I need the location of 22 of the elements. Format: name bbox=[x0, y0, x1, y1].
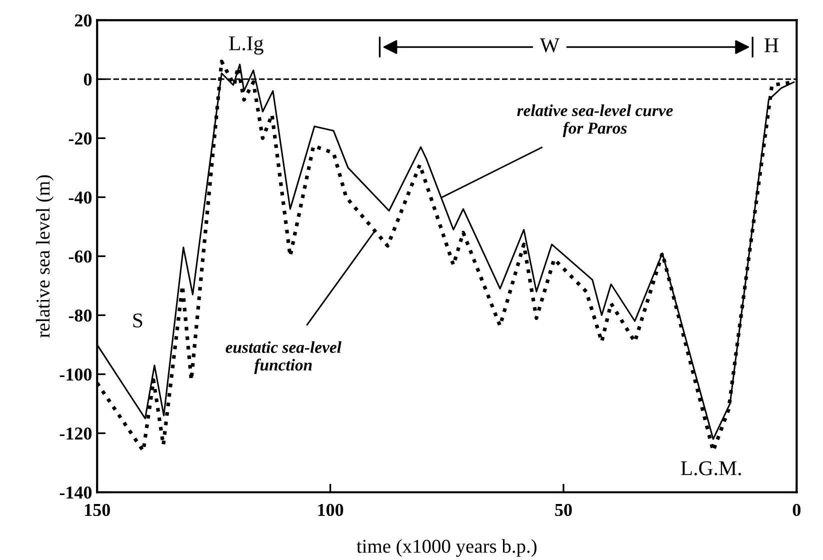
annotation: W bbox=[540, 38, 560, 52]
y-tick-label: -100 bbox=[60, 368, 92, 381]
y-tick-label: -80 bbox=[68, 309, 92, 322]
x-tick-label: 100 bbox=[318, 504, 344, 516]
annotation: L.Ig bbox=[229, 36, 264, 55]
annotation: relative sea-level curve for Paros bbox=[517, 104, 673, 138]
y-tick-label: -120 bbox=[60, 427, 92, 440]
y-tick-label: -60 bbox=[68, 250, 92, 263]
x-tick-label: 150 bbox=[85, 504, 110, 516]
y-tick-label: 20 bbox=[74, 14, 92, 27]
annotation: S bbox=[133, 314, 142, 328]
x-tick-label: 0 bbox=[792, 504, 800, 516]
y-tick-label: -40 bbox=[68, 191, 92, 204]
annotation: L.G.M. bbox=[680, 461, 741, 476]
y-tick-label: 0 bbox=[84, 73, 92, 86]
x-tick-label: 50 bbox=[555, 504, 572, 516]
y-axis-title: relative sea level (m) bbox=[36, 175, 54, 338]
annotation: eustatic sea-level function bbox=[226, 341, 342, 374]
x-axis-title: time (x1000 years b.p.) bbox=[356, 539, 536, 557]
annotation: H bbox=[764, 38, 778, 52]
y-tick-label: -140 bbox=[60, 486, 92, 499]
y-tick-label: -20 bbox=[68, 132, 92, 145]
